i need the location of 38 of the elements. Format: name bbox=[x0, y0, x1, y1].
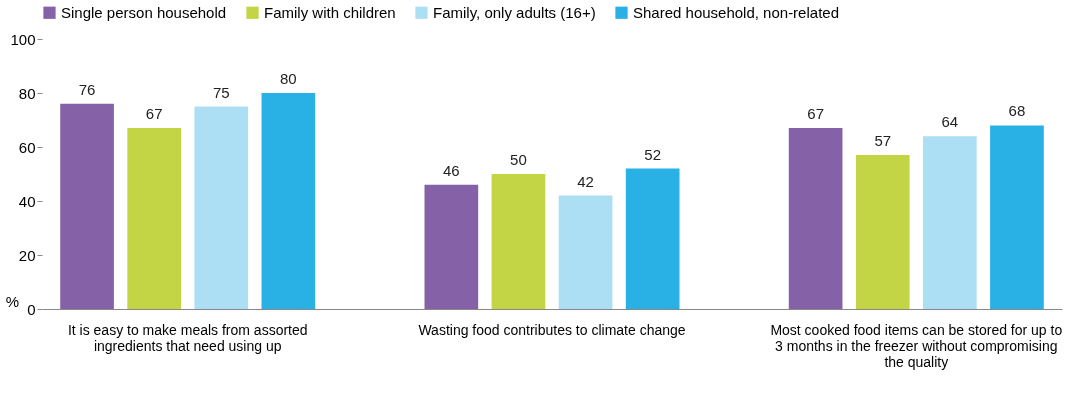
data-label: 46 bbox=[443, 161, 460, 179]
bar bbox=[127, 128, 181, 309]
y-tick-label: 80 bbox=[18, 84, 36, 102]
y-tick-label: 20 bbox=[18, 246, 36, 264]
data-label: 67 bbox=[807, 105, 824, 123]
legend-label: Family, only adults (16+) bbox=[433, 3, 596, 21]
legend-label: Family with children bbox=[264, 3, 396, 21]
y-tick-label: 40 bbox=[18, 192, 36, 210]
data-label: 76 bbox=[78, 80, 96, 98]
y-tick-label: 0 bbox=[27, 300, 36, 318]
bar bbox=[424, 184, 479, 309]
data-label: 80 bbox=[280, 70, 297, 87]
data-label: 67 bbox=[145, 105, 163, 123]
y-axis-title: % bbox=[5, 292, 20, 310]
data-label: 64 bbox=[941, 113, 959, 131]
data-label: 52 bbox=[644, 145, 661, 163]
bar bbox=[923, 136, 977, 309]
data-label: 50 bbox=[510, 151, 527, 168]
x-tick-label: Wasting food contributes to climate change bbox=[418, 321, 686, 338]
data-label: 75 bbox=[212, 83, 230, 101]
bar bbox=[194, 106, 249, 309]
bar bbox=[60, 103, 114, 309]
x-tick-label: Most cooked food items can be stored for up to 3 months in the freezer without compromising the quality bbox=[770, 321, 1063, 370]
bar bbox=[558, 195, 613, 309]
bar bbox=[990, 125, 1044, 309]
y-tick-label: 100 bbox=[10, 30, 36, 48]
data-label: 68 bbox=[1008, 102, 1026, 120]
legend-label: Single person household bbox=[61, 3, 227, 21]
bar bbox=[855, 155, 910, 309]
bar bbox=[491, 174, 546, 309]
legend-label: Shared household, non-related bbox=[633, 3, 839, 21]
data-label: 57 bbox=[874, 132, 892, 150]
x-tick-label: It is easy to make meals from assorted ingredients that need using up bbox=[67, 321, 308, 354]
bar bbox=[625, 168, 680, 309]
y-tick-label: 60 bbox=[18, 138, 36, 156]
bar bbox=[788, 128, 843, 309]
data-label: 42 bbox=[577, 172, 594, 190]
bar bbox=[261, 93, 316, 309]
